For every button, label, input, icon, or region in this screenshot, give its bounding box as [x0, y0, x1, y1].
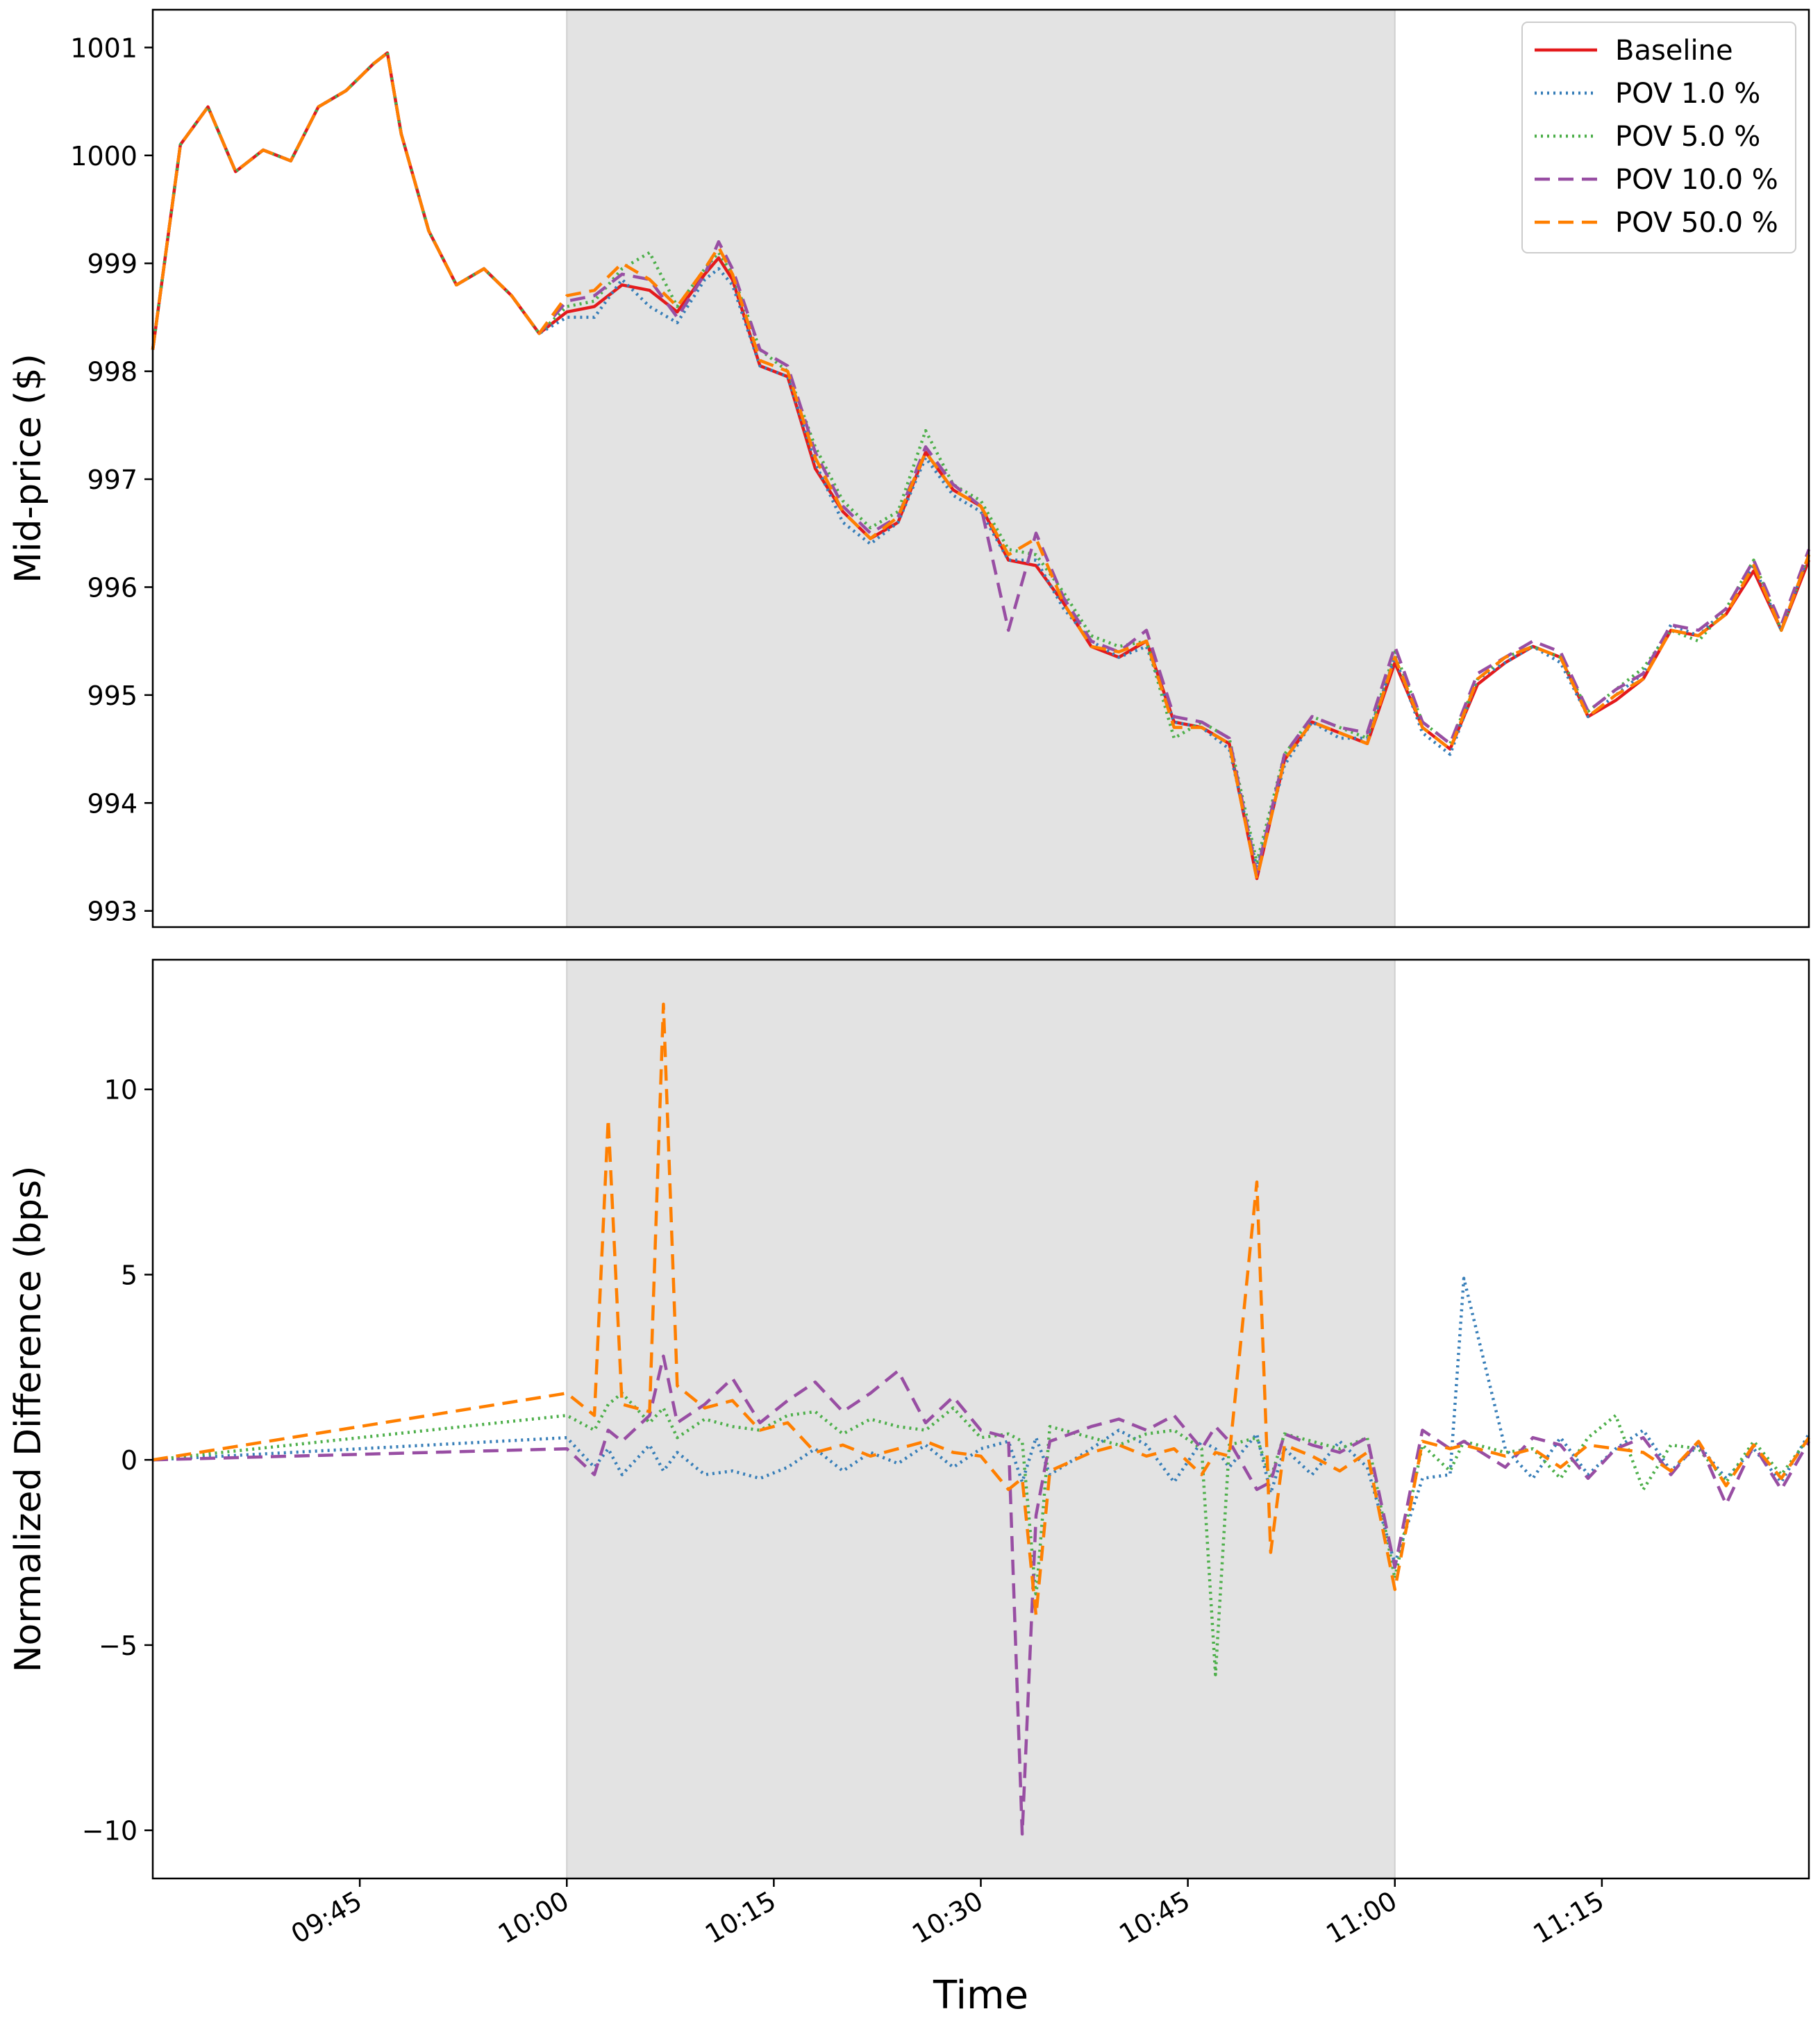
legend-label: POV 5.0 %: [1615, 121, 1760, 153]
legend-label: Baseline: [1615, 35, 1733, 67]
x-tick-label: 11:15: [1528, 1885, 1610, 1950]
y-tick-label: 1000: [70, 141, 137, 172]
y-tick-label: −5: [99, 1631, 137, 1661]
x-tick-label: 10:15: [700, 1885, 781, 1950]
x-tick-label: 10:45: [1114, 1885, 1195, 1950]
y-tick-label: −10: [82, 1816, 137, 1847]
legend-label: POV 1.0 %: [1615, 78, 1760, 110]
series-group-bottom: [152, 1002, 1810, 1836]
y-tick-label: 993: [87, 897, 137, 927]
legend-label: POV 10.0 %: [1615, 164, 1778, 196]
execution-window-shading-top: [566, 9, 1396, 928]
y-tick-label: 995: [87, 681, 137, 711]
y-axis-label-top: Mid-price ($): [8, 353, 49, 583]
y-ticks-bottom: −10 −5 0 5 10: [82, 1075, 153, 1847]
normalized-difference-panel: −10 −5 0 5 10 Normalized Difference (bps) 09…: [8, 958, 1810, 2018]
legend: Baseline POV 1.0 % POV 5.0 % POV 10.0 % POV …: [1521, 22, 1796, 253]
axes-frame-top: [151, 8, 1810, 928]
legend-label: POV 50.0 %: [1615, 207, 1778, 239]
legend-box: [1521, 22, 1796, 253]
y-tick-label: 998: [87, 357, 137, 388]
series-line-top-baseline: [151, 51, 1811, 881]
series-line-bottom-pov-10-0: [152, 1354, 1810, 1836]
y-tick-label: 10: [104, 1075, 137, 1106]
y-tick-label: 5: [121, 1260, 137, 1290]
series-line-top-pov-50-0: [151, 51, 1811, 881]
x-tick-label: 11:00: [1321, 1885, 1402, 1950]
y-tick-label: 999: [87, 249, 137, 279]
series-line-bottom-pov-50-0: [152, 1002, 1810, 1617]
y-tick-label: 996: [87, 572, 137, 603]
y-tick-label: 0: [121, 1445, 137, 1476]
y-tick-label: 994: [87, 788, 137, 819]
y-tick-label: 1001: [70, 33, 137, 63]
x-ticks: 09:45 10:00 10:15 10:30 10:45 11:00 11:15: [286, 1878, 1610, 1950]
execution-window-shading-bottom: [566, 959, 1396, 1879]
y-tick-label: 997: [87, 465, 137, 495]
x-axis-label: Time: [933, 1973, 1028, 2018]
series-line-top-pov-10-0: [151, 51, 1811, 875]
x-tick-label: 09:45: [286, 1885, 367, 1950]
mid-price-panel: 993 994 995 996 997 998 999 1000 1001 Mid-price …: [8, 8, 1811, 928]
series-group-top: [151, 51, 1811, 881]
y-ticks-top: 993 994 995 996 997 998 999 1000 1001: [70, 33, 153, 927]
y-axis-label-bottom: Normalized Difference (bps): [8, 1166, 49, 1673]
x-tick-label: 10:00: [493, 1885, 574, 1950]
series-line-bottom-pov-1-0: [152, 1276, 1810, 1565]
x-tick-label: 10:30: [907, 1885, 988, 1950]
